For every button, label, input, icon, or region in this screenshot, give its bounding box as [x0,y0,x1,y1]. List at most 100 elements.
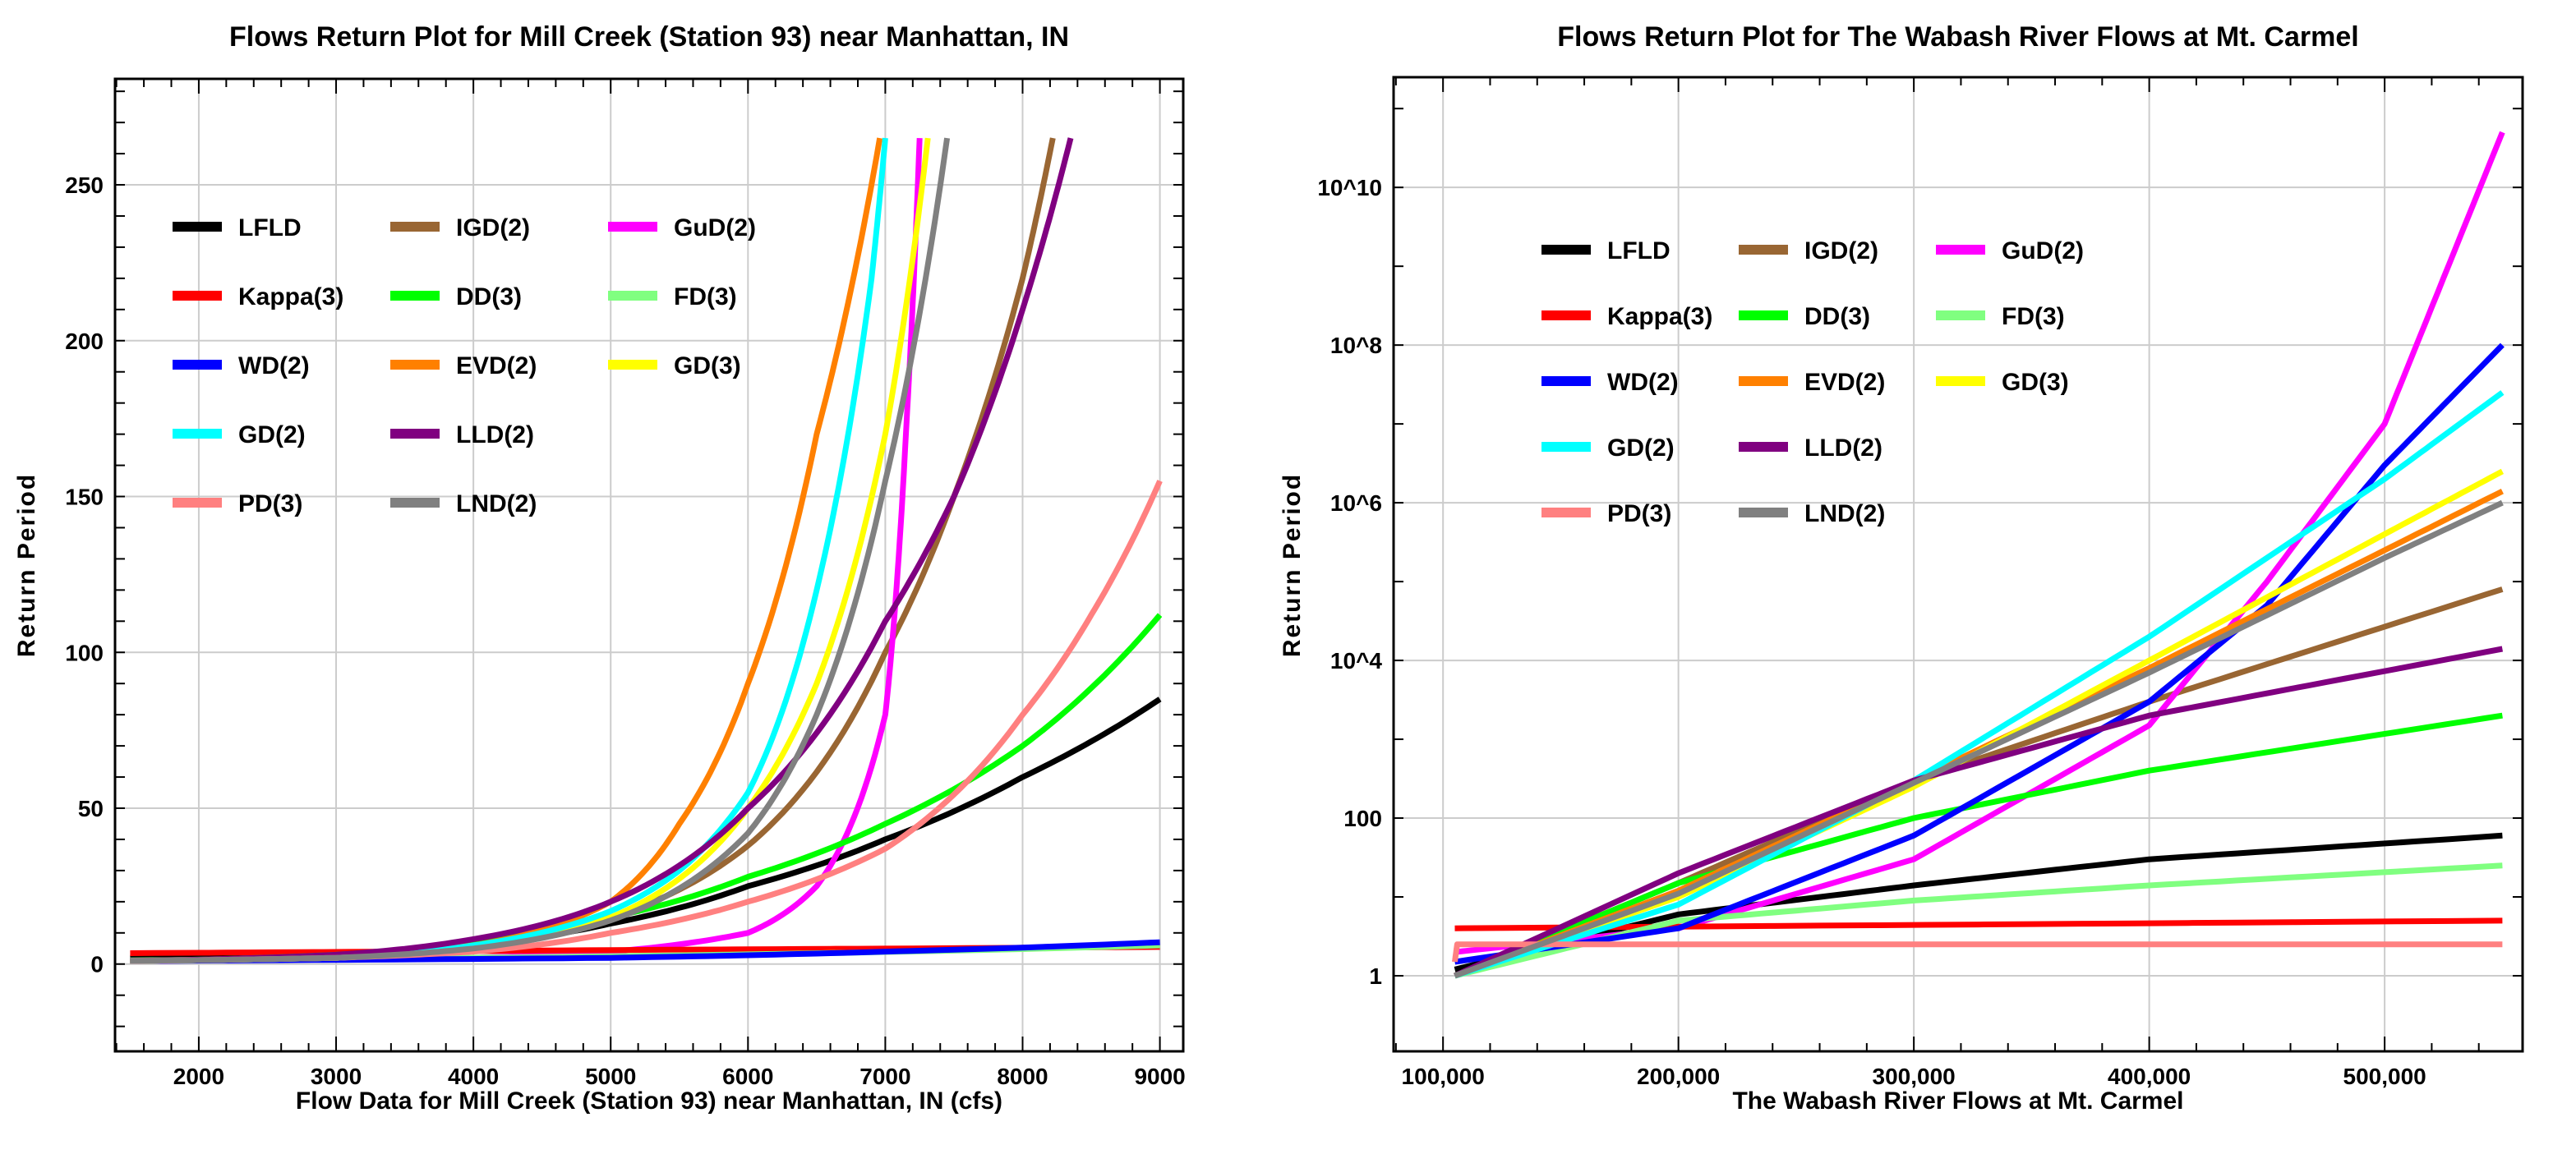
series-line-lld2 [130,137,1074,964]
y-tick-label: 10^8 [1330,333,1382,358]
legend-label: LLD(2) [456,421,534,448]
legend-label: Kappa(3) [1607,303,1712,330]
legend-item: GD(3) [608,352,741,379]
legend-item: LND(2) [1739,500,1885,527]
legend-label: LLD(2) [1804,434,1882,462]
series-line-lfld [1454,832,2503,972]
x-axis-label: Flow Data for Mill Creek (Station 93) ne… [296,1087,1002,1115]
y-axis-label: Return Period [13,473,40,657]
x-tick-label: 2000 [173,1064,224,1089]
legend-label: WD(2) [238,352,310,379]
legend-item: Kappa(3) [1541,303,1712,330]
x-tick-label: 100,000 [1402,1064,1485,1089]
series-line-pd3 [130,480,1163,964]
legend-item: WD(2) [173,352,310,379]
y-tick-label: 10^10 [1317,175,1382,200]
legend-label: WD(2) [1607,369,1679,396]
legend-item: IGD(2) [390,214,530,241]
x-tick-label: 6000 [722,1064,773,1089]
legend-label: Kappa(3) [238,283,343,310]
legend-label: PD(3) [238,490,302,517]
y-axis-label: Return Period [1279,473,1306,657]
x-tick-label: 500,000 [2343,1064,2426,1089]
legend-item: LFLD [173,214,302,241]
legend-label: FD(3) [2002,303,2065,330]
legend-item: EVD(2) [1739,369,1885,396]
series-line-gud2 [130,137,923,964]
series-line-kappa3 [1454,917,2503,931]
legend-label: GD(2) [1607,434,1675,462]
series-line-wd2 [1454,343,2505,965]
series-line-wd2 [130,939,1160,964]
legend-item: GuD(2) [608,214,756,241]
plot-frame [1392,76,2524,1053]
legend-item: EVD(2) [390,352,537,379]
series-line-evd2 [130,137,883,964]
legend-item: GD(2) [1541,434,1675,462]
y-tick-label: 10^6 [1330,490,1382,516]
legend-label: GD(2) [238,421,306,448]
legend-item: PD(3) [173,490,302,517]
y-tick-label: 10^4 [1330,648,1382,674]
legend-label: LFLD [238,214,302,241]
legend-item: IGD(2) [1739,237,1878,264]
legend-item: LND(2) [390,490,537,517]
y-tick-label: 200 [65,329,104,354]
x-tick-label: 3000 [311,1064,362,1089]
x-axis-label: The Wabash River Flows at Mt. Carmel [1732,1087,2183,1115]
legend: LFLD IGD(2) GuD(2) Kappa(3) DD(3) FD(3) WD(2) E… [173,214,756,517]
y-tick-label: 1 [1369,963,1382,989]
legend-item: GuD(2) [1936,237,2084,264]
y-tick-label: 50 [78,796,104,821]
y-tick-label: 100 [1343,806,1382,831]
series-line-lnd2 [1454,499,2504,979]
series-line-dd3 [1454,712,2503,979]
legend-item: GD(3) [1936,369,2069,396]
legend-item: Kappa(3) [173,283,343,310]
x-tick-label: 400,000 [2108,1064,2191,1089]
y-tick-label: 250 [65,172,104,198]
x-tick-label: 4000 [448,1064,499,1089]
series-line-pd3 [1452,941,2503,964]
legend-label: GuD(2) [674,214,756,241]
legend-item: FD(3) [1936,303,2065,330]
x-tick-label: 8000 [997,1064,1048,1089]
series-line-gd3 [130,137,931,964]
legend-label: LND(2) [456,490,537,517]
legend-label: DD(3) [1804,303,1870,330]
legend-item: WD(2) [1541,369,1679,396]
series-line-lnd2 [130,137,951,964]
x-tick-label: 7000 [859,1064,910,1089]
legend-label: FD(3) [674,283,737,310]
legend: LFLD IGD(2) GuD(2) Kappa(3) DD(3) FD(3) WD(2) E… [1541,237,2084,527]
x-tick-label: 300,000 [1873,1064,1956,1089]
chart-title: Flows Return Plot for Mill Creek (Statio… [229,21,1069,53]
legend-item: FD(3) [608,283,737,310]
legend-item: GD(2) [173,421,306,448]
legend-label: EVD(2) [456,352,537,379]
legend-item: DD(3) [1739,303,1870,330]
legend-label: GD(3) [674,352,741,379]
legend-label: IGD(2) [456,214,530,241]
legend-label: GuD(2) [2002,237,2084,264]
series-line-gd2 [1454,390,2505,979]
y-tick-label: 100 [65,640,104,665]
legend-label: DD(3) [456,283,522,310]
legend-label: EVD(2) [1804,369,1885,396]
legend-item: DD(3) [390,283,522,310]
legend-label: IGD(2) [1804,237,1878,264]
chart-title: Flows Return Plot for The Wabash River F… [1557,21,2358,53]
x-tick-label: 9000 [1134,1064,1185,1089]
plot-frame [113,77,1185,1053]
x-tick-label: 5000 [585,1064,636,1089]
series-line-gd3 [1454,468,2505,979]
legend-item: PD(3) [1541,500,1671,527]
legend-item: LFLD [1541,237,1670,264]
legend-label: PD(3) [1607,500,1671,527]
chart-wabash-river: Flows Return Plot for The Wabash River F… [1279,21,2524,1115]
series-line-gd2 [130,137,888,964]
legend-label: LND(2) [1804,500,1885,527]
legend-item: LLD(2) [390,421,534,448]
legend-label: LFLD [1607,237,1670,264]
